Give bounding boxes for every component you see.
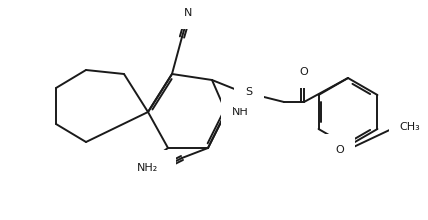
Text: NH₂: NH₂	[137, 163, 159, 173]
Text: O: O	[300, 67, 309, 77]
Text: S: S	[245, 87, 253, 97]
Text: CH₃: CH₃	[400, 122, 420, 132]
Text: N: N	[184, 8, 192, 18]
Text: O: O	[336, 145, 345, 155]
Text: N: N	[157, 161, 165, 171]
Text: NH: NH	[232, 107, 248, 117]
